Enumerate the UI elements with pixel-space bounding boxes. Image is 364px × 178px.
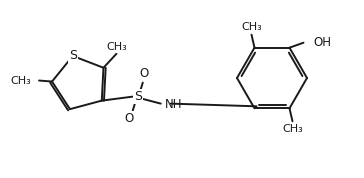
Text: CH₃: CH₃ [106,42,127,52]
Text: CH₃: CH₃ [241,22,262,32]
Text: OH: OH [313,36,332,49]
Text: O: O [124,112,133,125]
Text: CH₃: CH₃ [10,75,31,86]
Text: CH₃: CH₃ [282,124,303,134]
Text: NH: NH [165,98,182,111]
Text: O: O [139,67,149,80]
Text: S: S [134,90,142,103]
Text: S: S [69,49,77,62]
